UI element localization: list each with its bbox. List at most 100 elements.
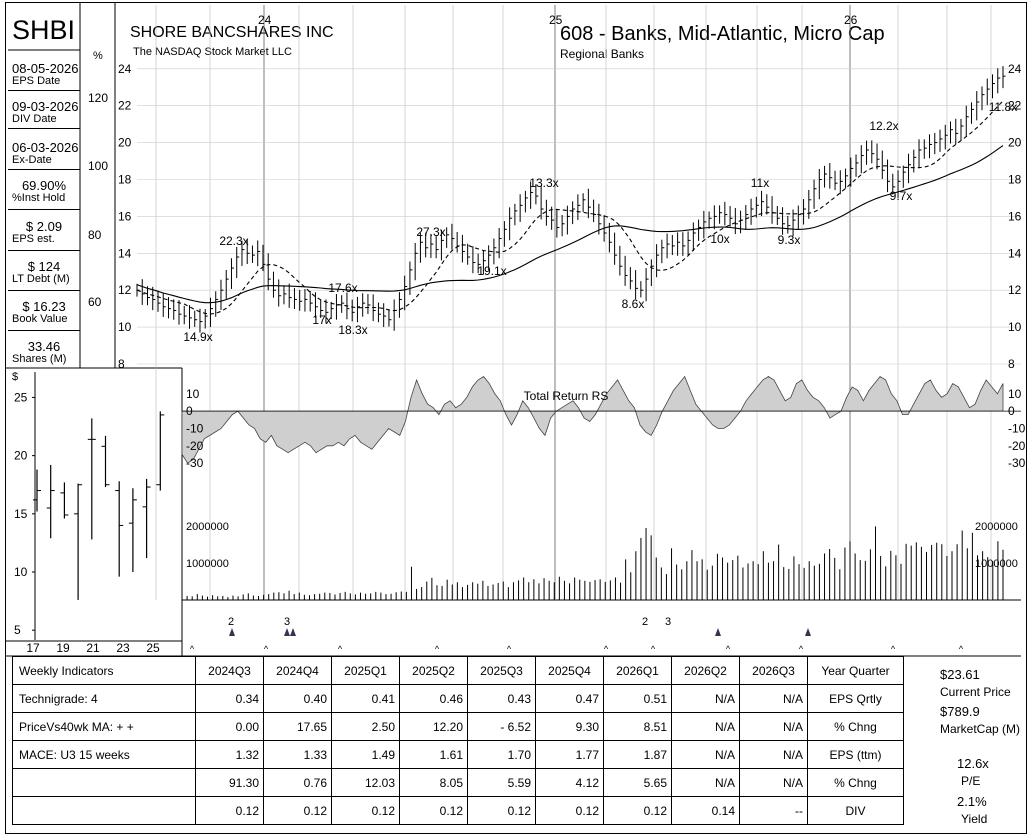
div-date-label: DIV Date [12,113,57,125]
indicator-value: 1.77 [535,740,604,769]
indicator-value: -- [739,796,808,825]
ex-date-label: Ex-Date [12,154,52,166]
ma-10-week-line [136,100,1004,315]
indicator-label: Technigrade: 4 [12,684,196,713]
indicator-value: N/A [671,768,740,797]
indicator-value: 1.70 [467,740,536,769]
current-price-value: $23.61 [940,667,980,682]
indicator-value: 8.51 [603,712,672,741]
price-axis-tick-left: 16 [118,209,132,223]
week-caret-marker: ^ [604,644,609,654]
indicator-value: 9.30 [535,712,604,741]
indicator-value: 12.03 [331,768,400,797]
inst-scale-unit: % [93,50,103,62]
indicator-value: N/A [739,684,808,713]
pe-annotation: 12.2x [869,119,898,133]
indicator-row: 0.12 0.12 0.12 0.12 0.12 0.12 0.12 0.14 -- DIV [12,796,904,825]
current-price-label: Current Price [940,685,1011,699]
event-arrow-marker [284,628,290,636]
indicator-value: 0.40 [263,684,332,713]
indicator-value: 0.12 [195,796,264,825]
week-caret-marker: ^ [726,644,731,654]
indicator-value: 4.12 [535,768,604,797]
indicator-row: MACE: U3 15 weeks 1.32 1.33 1.49 1.61 1.70 1.7… [12,740,904,769]
indicator-row: Weekly Indicators 2024Q3 2024Q4 2025Q1 2025Q… [12,656,904,685]
indicator-value: 0.43 [467,684,536,713]
indicator-value: 8.05 [399,768,468,797]
price-axis-tick-left: 10 [118,320,132,334]
mini-x-tick-label: 19 [56,641,70,655]
indicator-label: PriceVs40wk MA: + + [12,712,196,741]
indicator-value: N/A [739,740,808,769]
price-axis-tick-left: 20 [118,136,132,150]
indicator-metric: % Chng [807,768,904,797]
indicator-value: 1.49 [331,740,400,769]
ex-date-value: 06-03-2026 [12,140,79,155]
price-axis-tick-left: 14 [118,246,132,260]
indicator-metric: EPS (ttm) [807,740,904,769]
yield-value: 2.1% [957,794,987,809]
indicator-value: 2026Q1 [603,656,672,685]
indicator-label [12,796,196,825]
volume-axis-tick-left: 2000000 [186,521,229,533]
rs-axis-tick-right: -20 [1008,439,1026,453]
price-axis-tick-left: 8 [118,357,125,371]
indicator-value: 2025Q3 [467,656,536,685]
shares-value: 33.46 [27,339,61,354]
indicator-value: 1.61 [399,740,468,769]
event-arrow-marker [715,628,721,636]
indicator-value: 0.46 [399,684,468,713]
price-axis-tick-right: 10 [1008,320,1022,334]
market-cap-label: MarketCap (M) [940,722,1021,736]
event-count-label: 2 [642,616,648,628]
indicator-value: 0.12 [331,796,400,825]
pe-annotation: 27.3x [416,225,445,239]
industry-group: 608 - Banks, Mid-Atlantic, Micro Cap [560,23,885,45]
pe-annotation: 11.8x [989,100,1017,114]
indicator-value: 0.12 [263,796,332,825]
indicator-value: N/A [739,768,808,797]
pe-annotation: 19.1x [477,264,506,278]
pe-annotation: 10x [710,232,729,246]
rs-axis-tick-right: -30 [1008,456,1026,470]
price-axis-tick-left: 12 [118,283,132,297]
mini-axis-tick-label: 20 [14,449,28,463]
chart-frame [5,2,1027,834]
pe-annotation: 17x [312,313,331,327]
rs-axis-tick-left: 10 [186,387,200,401]
rs-axis-tick-right: 10 [1008,387,1022,401]
div-date-value: 09-03-2026 [12,99,79,114]
indicator-value: 0.00 [195,712,264,741]
pe-annotation: 9.7x [890,189,913,203]
shares-box: 33.46 Shares (M) [8,340,80,368]
indicator-value: 2026Q3 [739,656,808,685]
eps-date-box: 08-05-2026 EPS Date [8,60,80,91]
eps-date-value: 08-05-2026 [12,61,79,76]
indicator-label: Weekly Indicators [12,656,196,685]
lt-debt-box: $ 124 LT Debt (M) [8,260,80,291]
year-marker-label: 25 [549,13,563,27]
indicator-value: 5.59 [467,768,536,797]
price-axis-tick-left: 24 [118,62,132,76]
mini-x-tick-label: 23 [116,641,130,655]
eps-est-box: $ 2.09 EPS est. [8,220,80,251]
market-cap-value: $789.9 [940,704,980,719]
week-caret-marker: ^ [651,644,656,654]
week-caret-marker: ^ [507,644,512,654]
eps-est-label: EPS est. [12,233,55,245]
week-caret-marker: ^ [338,644,343,654]
mini-x-tick-label: 21 [86,641,100,655]
pe-annotation: 8.6x [622,297,645,311]
pe-annotation: 22.3x [219,234,248,248]
inst-hold-value: 69.90% [21,178,67,193]
indicator-metric: % Chng [807,712,904,741]
indicator-value: N/A [671,684,740,713]
indicator-value: 5.65 [603,768,672,797]
indicator-value: 1.33 [263,740,332,769]
shares-label: Shares (M) [12,353,67,365]
ex-date-box: 06-03-2026 Ex-Date [8,139,80,170]
volume-axis-tick-right: 2000000 [975,521,1018,533]
rs-axis-tick-right: -10 [1008,421,1026,435]
indicator-value: 0.34 [195,684,264,713]
week-caret-marker: ^ [264,644,269,654]
